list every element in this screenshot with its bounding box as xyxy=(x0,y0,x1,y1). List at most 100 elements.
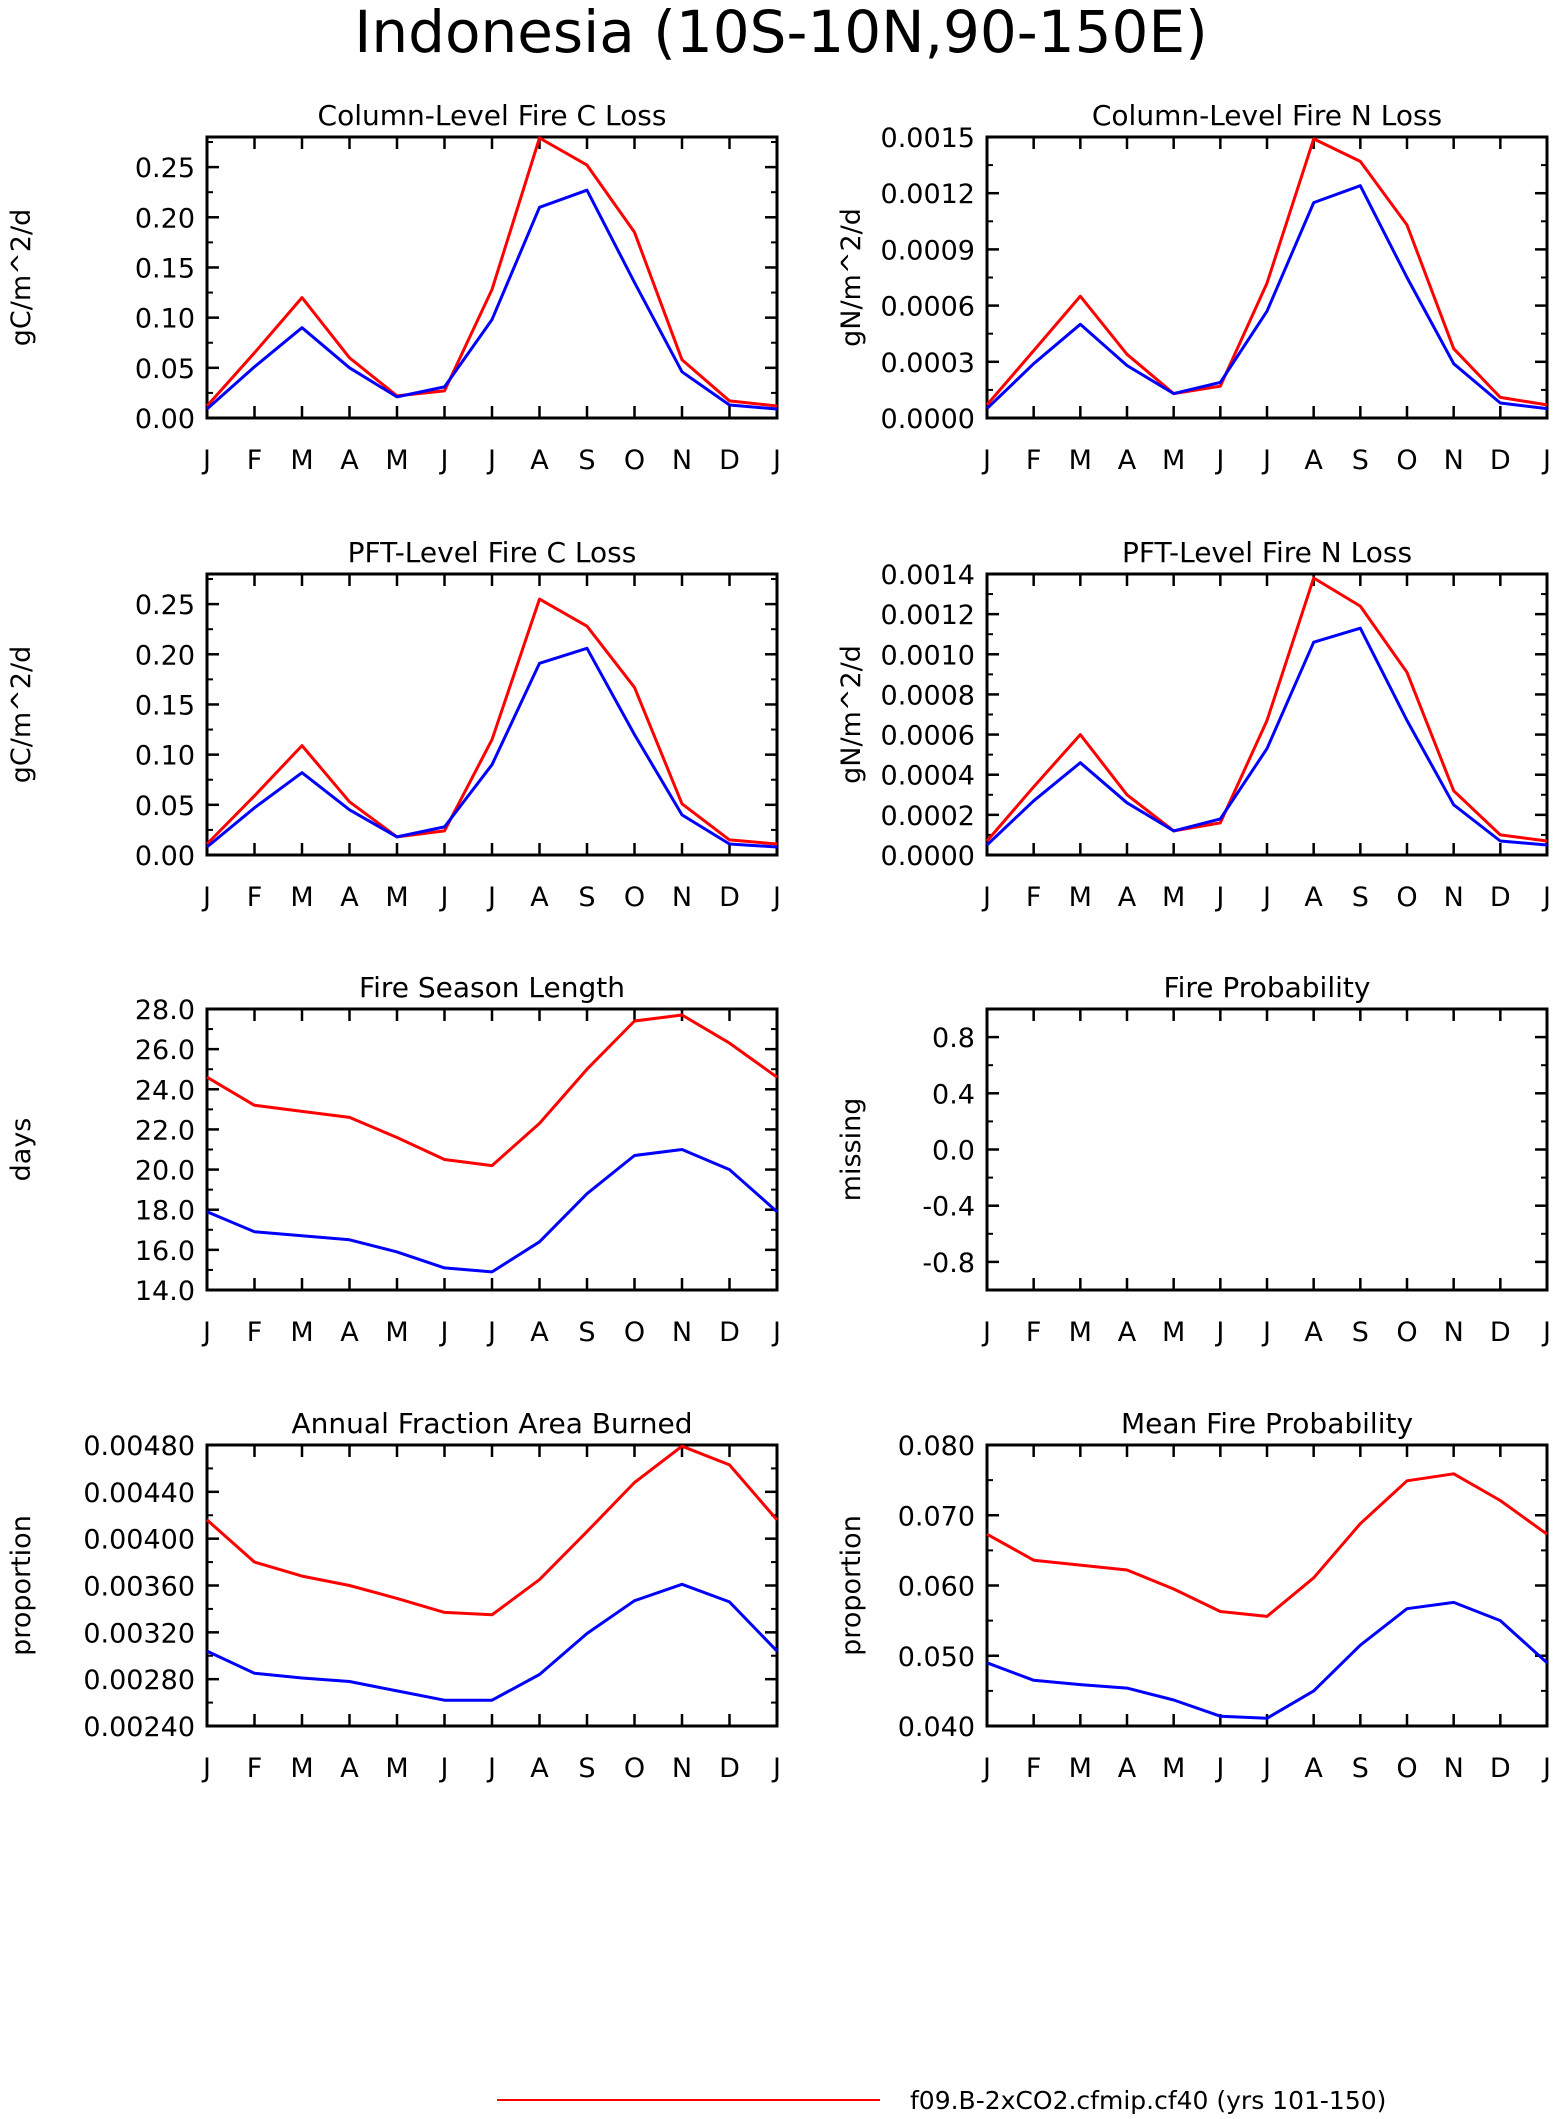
x-tick-label: D xyxy=(719,882,740,913)
panel-5: J F M A M J J A S O N D J14.016.018.020.022.024.026.… xyxy=(6,971,781,1348)
x-tick-label: A xyxy=(1304,882,1323,913)
y-tick-label: -0.4 xyxy=(922,1192,975,1223)
x-tick-label: M xyxy=(290,1317,313,1348)
x-tick-label: F xyxy=(1026,882,1042,913)
y-axis-label: proportion xyxy=(6,1515,37,1656)
series-line-blue xyxy=(206,188,778,411)
y-tick-label: 20.0 xyxy=(135,1156,195,1187)
x-tick-label: J xyxy=(201,1753,211,1784)
y-axis-label: gC/m^2/d xyxy=(6,209,37,346)
panel-title: PFT-Level Fire C Loss xyxy=(348,536,637,569)
x-tick-label: S xyxy=(578,882,595,913)
x-tick-label: J xyxy=(1214,1753,1224,1784)
x-tick-label: N xyxy=(672,1753,692,1784)
y-tick-label: 0.00320 xyxy=(83,1618,195,1649)
x-tick-label: J xyxy=(486,882,496,913)
x-tick-label: F xyxy=(1026,1317,1042,1348)
y-tick-label: 18.0 xyxy=(135,1196,195,1227)
y-tick-label: 0.05 xyxy=(135,354,195,385)
series-line-red xyxy=(985,576,1548,843)
plot-frame xyxy=(985,135,1549,420)
x-tick-label: J xyxy=(1261,445,1271,476)
y-tick-label: 0.10 xyxy=(135,304,195,335)
y-tick-label: 0.00480 xyxy=(83,1431,195,1462)
series-line-blue xyxy=(985,626,1548,847)
x-tick-label: J xyxy=(201,445,211,476)
series-line-red xyxy=(205,597,778,846)
y-tick-label: 0.0000 xyxy=(881,841,975,872)
x-tick-label: J xyxy=(486,445,496,476)
x-tick-label: M xyxy=(385,1317,408,1348)
x-tick-label: J xyxy=(486,1753,496,1784)
x-tick-label: O xyxy=(624,1753,645,1784)
x-tick-label: M xyxy=(1162,445,1185,476)
panel-title: Annual Fraction Area Burned xyxy=(292,1407,693,1440)
x-tick-label: S xyxy=(578,1317,595,1348)
y-tick-label: 0.050 xyxy=(898,1642,975,1673)
y-tick-label: 0.00 xyxy=(135,841,195,872)
x-tick-label: F xyxy=(247,445,263,476)
x-tick-label: D xyxy=(1490,882,1511,913)
x-tick-label: A xyxy=(530,1753,549,1784)
x-tick-label: M xyxy=(290,445,313,476)
y-tick-label: 0.20 xyxy=(135,640,195,671)
y-tick-label: 14.0 xyxy=(135,1276,195,1307)
x-tick-label: J xyxy=(439,882,449,913)
x-tick-label: S xyxy=(1352,1753,1369,1784)
y-tick-label: 0.0 xyxy=(932,1136,975,1167)
x-tick-label: S xyxy=(1352,445,1369,476)
y-tick-label: 0.0009 xyxy=(881,235,975,266)
y-tick-label: 0.00240 xyxy=(83,1712,195,1743)
x-tick-label: J xyxy=(771,882,781,913)
x-tick-label: D xyxy=(1490,1317,1511,1348)
x-tick-label: J xyxy=(981,882,991,913)
x-tick-label: S xyxy=(1352,1317,1369,1348)
panel-7: J F M A M J J A S O N D J0.002400.002800.003200.0036… xyxy=(6,1407,781,1784)
y-tick-label: 0.0014 xyxy=(881,560,975,591)
x-tick-label: A xyxy=(530,445,549,476)
series-line-red xyxy=(205,136,778,408)
x-tick-label: O xyxy=(1396,882,1417,913)
series-line-blue xyxy=(206,1582,779,1702)
x-tick-label: J xyxy=(1261,1753,1271,1784)
x-tick-label: A xyxy=(530,882,549,913)
y-tick-label: 0.070 xyxy=(898,1501,975,1532)
x-tick-label: J xyxy=(439,445,449,476)
figure-title: Indonesia (10S-10N,90-150E) xyxy=(354,0,1207,66)
x-tick-label: A xyxy=(340,1753,359,1784)
x-tick-label: F xyxy=(247,1317,263,1348)
y-axis-label: gC/m^2/d xyxy=(6,646,37,783)
x-tick-label: F xyxy=(1026,445,1042,476)
x-tick-label: O xyxy=(624,882,645,913)
x-tick-label: S xyxy=(1352,882,1369,913)
panels: J F M A M J J A S O N D J0.000.050.100.150.200.25Col… xyxy=(6,99,1551,1784)
y-tick-label: 0.0006 xyxy=(881,721,975,752)
x-tick-label: M xyxy=(385,445,408,476)
y-tick-label: 0.0010 xyxy=(881,640,975,671)
x-tick-label: J xyxy=(1214,445,1224,476)
x-tick-label: S xyxy=(578,445,595,476)
y-tick-label: 0.8 xyxy=(932,1023,975,1054)
x-tick-label: O xyxy=(1396,445,1417,476)
plot-frame xyxy=(205,135,779,420)
plot-frame xyxy=(205,1007,779,1292)
x-tick-label: J xyxy=(439,1753,449,1784)
x-tick-label: M xyxy=(1069,882,1092,913)
x-tick-label: A xyxy=(1304,1753,1323,1784)
x-tick-label: F xyxy=(247,882,263,913)
x-tick-label: D xyxy=(719,1753,740,1784)
x-tick-label: M xyxy=(290,882,313,913)
legend-label: f09.B-2xCO2.cfmip.cf40 (yrs 101-150) xyxy=(910,2086,1386,2115)
x-tick-label: J xyxy=(771,1317,781,1348)
x-tick-label: D xyxy=(1490,1753,1511,1784)
y-tick-label: 0.0002 xyxy=(881,801,975,832)
x-tick-label: A xyxy=(1118,445,1137,476)
panel-title: Column-Level Fire N Loss xyxy=(1092,99,1442,132)
y-tick-label: 0.25 xyxy=(135,590,195,621)
x-tick-label: D xyxy=(719,445,740,476)
x-tick-label: O xyxy=(624,445,645,476)
x-tick-label: F xyxy=(1026,1753,1042,1784)
x-tick-label: S xyxy=(578,1753,595,1784)
y-tick-label: 16.0 xyxy=(135,1236,195,1267)
